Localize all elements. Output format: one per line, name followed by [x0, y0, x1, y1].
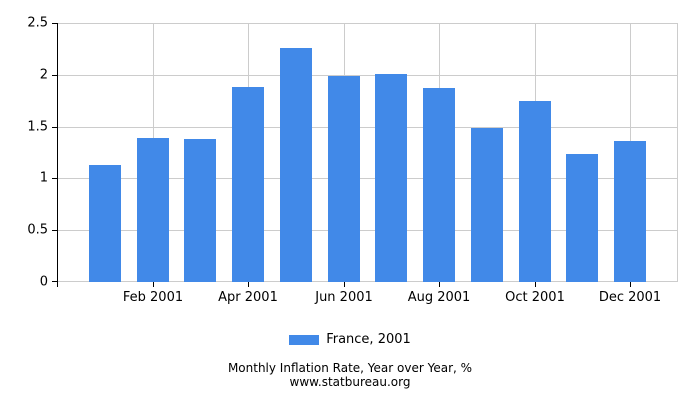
- x-tick-label: Feb 2001: [122, 290, 184, 305]
- y-tick-mark: [52, 230, 57, 231]
- y-tick-label: 1.5: [27, 119, 48, 135]
- y-tick-label: 2: [39, 67, 48, 83]
- bar: [280, 47, 312, 282]
- y-tick-mark: [52, 281, 57, 282]
- bar: [184, 139, 216, 282]
- bar: [89, 164, 121, 282]
- x-tick-mark: [153, 282, 154, 287]
- bar: [423, 88, 455, 282]
- bar: [566, 153, 598, 282]
- bar: [519, 100, 551, 282]
- x-tick-mark: [248, 282, 249, 287]
- x-tick-label: Oct 2001: [505, 290, 565, 305]
- x-tick-label: Dec 2001: [598, 290, 662, 305]
- gridline-horizontal: [57, 75, 678, 76]
- legend-swatch: [289, 334, 320, 345]
- gridline-horizontal: [57, 23, 678, 24]
- x-tick-label: Aug 2001: [407, 290, 471, 305]
- chart-title: Monthly Inflation Rate, Year over Year, …: [227, 361, 473, 375]
- y-tick-mark: [52, 127, 57, 128]
- y-tick-label: 2.5: [27, 15, 48, 31]
- y-tick-label: 0: [39, 274, 48, 290]
- y-tick-label: 1: [39, 170, 48, 186]
- y-axis-line: [57, 23, 58, 287]
- chart-source-url: www.statbureau.org: [289, 374, 411, 389]
- bar: [471, 127, 503, 282]
- gridline-horizontal: [57, 127, 678, 128]
- bar: [328, 75, 360, 282]
- plot-area: 0 0.5 1 1.5 2 2.5 Feb 2001 Apr 2001 Jun 2001 Aug …: [27, 17, 678, 305]
- legend: France, 2001: [0, 332, 700, 347]
- y-tick-mark: [52, 75, 57, 76]
- bar: [375, 73, 407, 282]
- x-tick-mark: [630, 282, 631, 287]
- gridline-horizontal: [57, 281, 678, 282]
- gridline-horizontal: [57, 230, 678, 231]
- chart-caption: Monthly Inflation Rate, Year over Year, …: [0, 361, 700, 389]
- x-tick-mark: [535, 282, 536, 287]
- plot-right-border: [677, 23, 678, 282]
- x-tick-mark: [344, 282, 345, 287]
- bar: [137, 137, 169, 282]
- y-tick-label: 0.5: [27, 222, 48, 238]
- legend-label: France, 2001: [326, 332, 411, 347]
- bar: [614, 141, 646, 282]
- y-tick-mark: [52, 23, 57, 24]
- x-tick-mark: [439, 282, 440, 287]
- x-tick-label: Jun 2001: [315, 290, 373, 305]
- y-tick-mark: [52, 178, 57, 179]
- gridline-horizontal: [57, 178, 678, 179]
- x-tick-label: Apr 2001: [218, 290, 278, 305]
- bar: [232, 87, 264, 282]
